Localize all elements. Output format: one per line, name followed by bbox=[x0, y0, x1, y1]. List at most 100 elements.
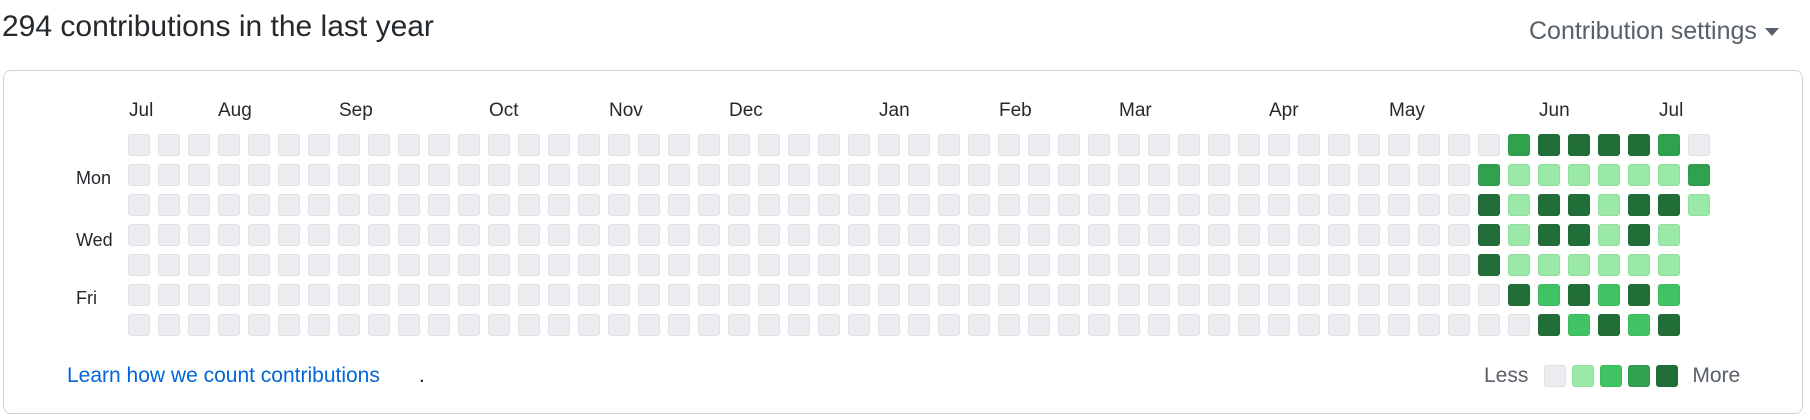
contribution-day-cell[interactable] bbox=[878, 134, 900, 156]
contribution-day-cell[interactable] bbox=[548, 284, 570, 306]
contribution-day-cell[interactable] bbox=[1178, 164, 1200, 186]
contribution-day-cell[interactable] bbox=[908, 164, 930, 186]
contribution-day-cell[interactable] bbox=[1658, 314, 1680, 336]
contribution-day-cell[interactable] bbox=[1088, 164, 1110, 186]
contribution-day-cell[interactable] bbox=[1268, 194, 1290, 216]
contribution-day-cell[interactable] bbox=[668, 314, 690, 336]
contribution-day-cell[interactable] bbox=[1088, 194, 1110, 216]
contribution-day-cell[interactable] bbox=[548, 314, 570, 336]
contribution-day-cell[interactable] bbox=[338, 164, 360, 186]
contribution-day-cell[interactable] bbox=[1238, 254, 1260, 276]
contribution-day-cell[interactable] bbox=[248, 284, 270, 306]
contribution-day-cell[interactable] bbox=[278, 164, 300, 186]
contribution-day-cell[interactable] bbox=[638, 314, 660, 336]
contribution-day-cell[interactable] bbox=[1448, 254, 1470, 276]
contribution-day-cell[interactable] bbox=[488, 224, 510, 246]
contribution-day-cell[interactable] bbox=[698, 254, 720, 276]
contribution-day-cell[interactable] bbox=[818, 254, 840, 276]
contribution-day-cell[interactable] bbox=[1418, 164, 1440, 186]
contribution-day-cell[interactable] bbox=[1208, 254, 1230, 276]
contribution-day-cell[interactable] bbox=[1358, 314, 1380, 336]
contribution-day-cell[interactable] bbox=[848, 164, 870, 186]
contribution-day-cell[interactable] bbox=[668, 224, 690, 246]
contribution-day-cell[interactable] bbox=[608, 314, 630, 336]
contribution-day-cell[interactable] bbox=[1328, 284, 1350, 306]
contribution-day-cell[interactable] bbox=[758, 164, 780, 186]
contribution-day-cell[interactable] bbox=[1388, 164, 1410, 186]
contribution-day-cell[interactable] bbox=[488, 254, 510, 276]
contribution-day-cell[interactable] bbox=[1028, 164, 1050, 186]
contribution-day-cell[interactable] bbox=[788, 254, 810, 276]
contribution-day-cell[interactable] bbox=[638, 164, 660, 186]
contribution-day-cell[interactable] bbox=[398, 224, 420, 246]
contribution-day-cell[interactable] bbox=[1238, 134, 1260, 156]
contribution-day-cell[interactable] bbox=[698, 164, 720, 186]
contribution-day-cell[interactable] bbox=[1118, 134, 1140, 156]
contribution-day-cell[interactable] bbox=[1418, 254, 1440, 276]
contribution-day-cell[interactable] bbox=[428, 254, 450, 276]
contribution-day-cell[interactable] bbox=[758, 284, 780, 306]
contribution-day-cell[interactable] bbox=[848, 134, 870, 156]
contribution-day-cell[interactable] bbox=[1598, 194, 1620, 216]
contribution-day-cell[interactable] bbox=[488, 164, 510, 186]
contribution-day-cell[interactable] bbox=[1448, 194, 1470, 216]
contribution-day-cell[interactable] bbox=[908, 284, 930, 306]
contribution-day-cell[interactable] bbox=[398, 314, 420, 336]
contribution-day-cell[interactable] bbox=[1328, 254, 1350, 276]
contribution-day-cell[interactable] bbox=[908, 224, 930, 246]
contribution-day-cell[interactable] bbox=[488, 134, 510, 156]
contribution-day-cell[interactable] bbox=[368, 314, 390, 336]
contribution-day-cell[interactable] bbox=[1028, 224, 1050, 246]
contribution-day-cell[interactable] bbox=[128, 164, 150, 186]
contribution-day-cell[interactable] bbox=[878, 224, 900, 246]
contribution-day-cell[interactable] bbox=[188, 314, 210, 336]
contribution-day-cell[interactable] bbox=[1568, 164, 1590, 186]
contribution-day-cell[interactable] bbox=[1088, 254, 1110, 276]
contribution-day-cell[interactable] bbox=[1628, 224, 1650, 246]
contribution-day-cell[interactable] bbox=[428, 314, 450, 336]
contribution-day-cell[interactable] bbox=[608, 164, 630, 186]
contribution-day-cell[interactable] bbox=[1118, 254, 1140, 276]
contribution-day-cell[interactable] bbox=[1388, 194, 1410, 216]
contribution-day-cell[interactable] bbox=[1388, 134, 1410, 156]
contribution-day-cell[interactable] bbox=[818, 164, 840, 186]
contribution-day-cell[interactable] bbox=[638, 224, 660, 246]
contribution-day-cell[interactable] bbox=[1298, 134, 1320, 156]
contribution-day-cell[interactable] bbox=[758, 224, 780, 246]
contribution-day-cell[interactable] bbox=[1538, 224, 1560, 246]
contribution-day-cell[interactable] bbox=[968, 194, 990, 216]
contribution-day-cell[interactable] bbox=[1058, 284, 1080, 306]
contribution-day-cell[interactable] bbox=[698, 194, 720, 216]
contribution-day-cell[interactable] bbox=[1148, 164, 1170, 186]
contribution-day-cell[interactable] bbox=[908, 194, 930, 216]
contribution-day-cell[interactable] bbox=[428, 194, 450, 216]
contribution-day-cell[interactable] bbox=[1598, 254, 1620, 276]
contribution-day-cell[interactable] bbox=[1358, 194, 1380, 216]
contribution-day-cell[interactable] bbox=[1268, 254, 1290, 276]
contribution-day-cell[interactable] bbox=[968, 254, 990, 276]
contribution-day-cell[interactable] bbox=[1118, 224, 1140, 246]
contribution-day-cell[interactable] bbox=[1148, 224, 1170, 246]
contribution-day-cell[interactable] bbox=[788, 134, 810, 156]
contribution-day-cell[interactable] bbox=[788, 284, 810, 306]
contribution-day-cell[interactable] bbox=[608, 194, 630, 216]
contribution-day-cell[interactable] bbox=[938, 254, 960, 276]
contribution-day-cell[interactable] bbox=[1208, 224, 1230, 246]
contribution-day-cell[interactable] bbox=[998, 164, 1020, 186]
contribution-day-cell[interactable] bbox=[638, 284, 660, 306]
learn-contributions-link[interactable]: Learn how we count contributions bbox=[67, 364, 380, 387]
contribution-day-cell[interactable] bbox=[848, 284, 870, 306]
contribution-day-cell[interactable] bbox=[1028, 284, 1050, 306]
contribution-day-cell[interactable] bbox=[1028, 254, 1050, 276]
contribution-day-cell[interactable] bbox=[518, 284, 540, 306]
contribution-day-cell[interactable] bbox=[1658, 224, 1680, 246]
contribution-day-cell[interactable] bbox=[698, 284, 720, 306]
contribution-day-cell[interactable] bbox=[698, 224, 720, 246]
contribution-day-cell[interactable] bbox=[668, 194, 690, 216]
contribution-day-cell[interactable] bbox=[488, 284, 510, 306]
contribution-day-cell[interactable] bbox=[1628, 194, 1650, 216]
contribution-day-cell[interactable] bbox=[158, 164, 180, 186]
contribution-day-cell[interactable] bbox=[1058, 254, 1080, 276]
contribution-day-cell[interactable] bbox=[218, 134, 240, 156]
contribution-day-cell[interactable] bbox=[1298, 254, 1320, 276]
